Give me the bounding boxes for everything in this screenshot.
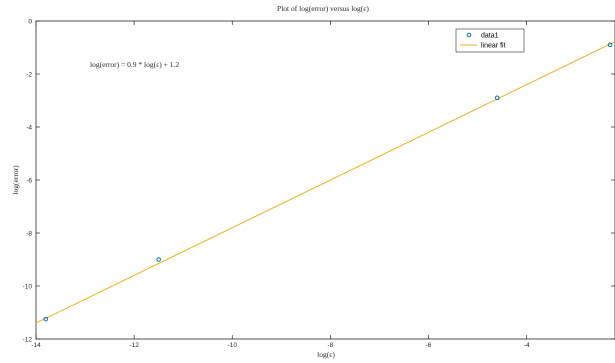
x-tick-label: -14 [31,342,41,349]
legend-label-data1: data1 [481,33,499,40]
y-tick-label: -4 [26,125,32,132]
data-point [494,95,500,101]
legend-box [455,28,525,53]
y-tick-label: -12 [23,337,33,344]
x-tick-label: -4 [524,342,530,349]
legend-label-linear-fit: linear fit [481,43,506,50]
data-point [43,316,49,322]
y-tick-label: -10 [23,284,33,291]
plot-frame [35,20,615,340]
legend: data1 linear fit [455,28,525,53]
linear-fit-line [35,41,615,324]
linear-fit-layer [35,41,615,324]
data-markers-layer [43,42,613,322]
fit-equation-annotation: log(error) = 0.9 * log(ε) + 1.2 [90,60,179,69]
x-tick-label: -6 [426,342,432,349]
x-tick-label: -8 [328,342,334,349]
x-tick-label: -10 [228,342,238,349]
y-tick-label: -2 [26,72,32,79]
y-tick-label: -6 [26,178,32,185]
data-point [607,42,613,48]
plot-area [35,20,615,340]
x-axis-ticks: -14 -12 -10 -8 -6 -4 [31,21,530,349]
legend-marker-data1 [466,32,472,38]
y-axis-label: log(error) [11,165,20,195]
x-tick-label: -12 [129,342,139,349]
y-tick-label: -8 [26,231,32,238]
x-axis-label: log(ε) [317,350,335,359]
chart-title: Plot of log(error) versus log(ε) [277,4,369,13]
y-tick-label: 0 [28,19,32,26]
y-axis-ticks: 0 -2 -4 -6 -8 -10 -12 [23,19,615,344]
data-point [156,257,161,262]
